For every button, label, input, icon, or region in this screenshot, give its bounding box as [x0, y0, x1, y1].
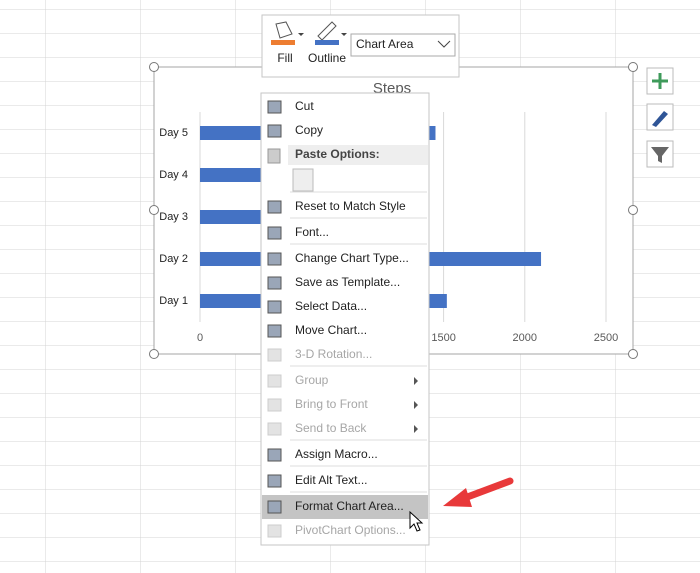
fill-color [271, 40, 295, 45]
x-tick-label: 1500 [431, 332, 455, 344]
menu-icon [267, 474, 282, 488]
menu-item[interactable]: Font... [295, 225, 329, 239]
outline-color [315, 40, 339, 45]
chart-element-select[interactable] [350, 33, 456, 57]
menu-item[interactable]: Copy [295, 123, 323, 137]
fill-label: Fill [277, 51, 292, 65]
menu-icon [267, 252, 282, 266]
menu-item[interactable]: Select Data... [295, 299, 367, 313]
menu-header-bg [288, 145, 428, 165]
menu-item: Bring to Front [295, 397, 368, 411]
resize-handle[interactable] [149, 349, 159, 359]
outline-icon[interactable] [317, 21, 337, 41]
menu-item: Group [295, 373, 329, 387]
chart-filters-button[interactable] [646, 140, 674, 168]
annotation-arrow [458, 477, 514, 503]
plus-icon [652, 73, 668, 89]
menu-icon [267, 124, 282, 138]
chart-element-value: Chart Area [356, 37, 414, 51]
resize-handle[interactable] [149, 62, 159, 72]
y-tick-label: Day 3 [159, 211, 188, 223]
menu-item: 3-D Rotation... [295, 347, 372, 361]
menu-item: PivotChart Options... [295, 523, 406, 537]
paste-option-button[interactable] [292, 168, 314, 192]
context-menu [260, 92, 430, 546]
menu-item[interactable]: Assign Macro... [295, 447, 378, 461]
mini-toolbar: Fill Outline Chart Area [261, 14, 460, 78]
x-tick-label: 2500 [594, 332, 618, 344]
menu-icon [267, 324, 282, 338]
resize-handle[interactable] [628, 205, 638, 215]
select-arrow [437, 40, 451, 48]
menu-item[interactable]: Cut [295, 99, 314, 113]
menu-item[interactable]: Format Chart Area... [295, 499, 404, 513]
menu-item[interactable]: Edit Alt Text... [295, 473, 367, 487]
outline-dropdown[interactable] [341, 33, 347, 36]
menu-icon [267, 398, 282, 412]
resize-handle[interactable] [628, 62, 638, 72]
fill-dropdown[interactable] [298, 33, 304, 36]
menu-icon [267, 348, 282, 362]
menu-icon [267, 448, 282, 462]
menu-icon [267, 422, 282, 436]
menu-icon [267, 524, 282, 538]
submenu-arrow [414, 425, 418, 433]
menu-highlight [262, 495, 428, 519]
x-tick-label: 2000 [513, 332, 537, 344]
annotation-arrowhead [443, 488, 472, 507]
submenu-arrow [414, 377, 418, 385]
menu-icon [267, 100, 282, 114]
resize-handle[interactable] [149, 205, 159, 215]
menu-icon [267, 226, 282, 240]
menu-icon [267, 374, 282, 388]
menu-icon [267, 276, 282, 290]
menu-item[interactable]: Reset to Match Style [295, 199, 406, 213]
menu-icon [267, 500, 282, 514]
menu-icon [267, 200, 282, 214]
y-tick-label: Day 5 [159, 127, 188, 139]
menu-item[interactable]: Move Chart... [295, 323, 367, 337]
fill-icon[interactable] [275, 21, 293, 39]
y-tick-label: Day 4 [159, 169, 188, 181]
x-tick-label: 0 [197, 332, 203, 344]
mouse-cursor [409, 510, 424, 532]
menu-item[interactable]: Change Chart Type... [295, 251, 409, 265]
resize-handle[interactable] [628, 349, 638, 359]
y-tick-label: Day 1 [159, 295, 188, 307]
menu-item: Send to Back [295, 421, 367, 435]
brush-icon [652, 111, 668, 127]
menu-icon [267, 300, 282, 314]
chart-buttons [646, 67, 674, 168]
y-tick-label: Day 2 [159, 253, 188, 265]
menu-item[interactable]: Save as Template... [295, 275, 400, 289]
menu-header: Paste Options: [295, 147, 380, 161]
filter-icon [651, 147, 669, 163]
submenu-arrow [414, 401, 418, 409]
outline-label: Outline [308, 51, 346, 65]
paste-icon [267, 148, 281, 164]
